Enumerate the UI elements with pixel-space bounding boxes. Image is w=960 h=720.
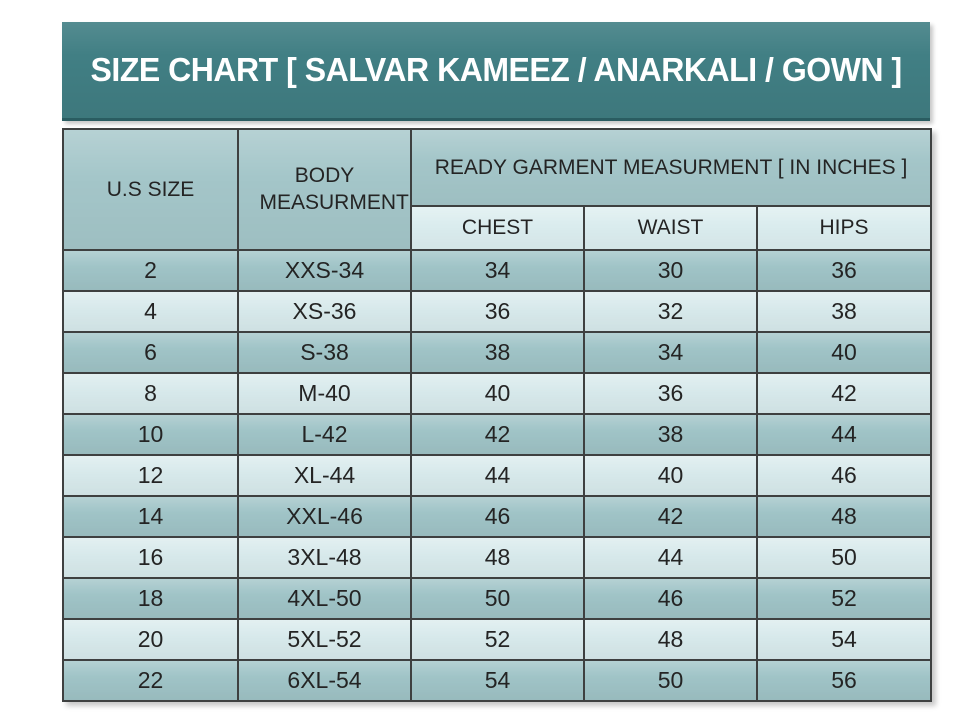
cell-hips: 36 [756,249,932,292]
col-header-ready-garment: READY GARMENT MEASURMENT [ IN INCHES ] [410,128,932,207]
table-row: 12 XL-44 44 40 46 [62,454,932,497]
cell-body-measurment: 3XL-48 [237,536,412,579]
table-row: 4 XS-36 36 32 38 [62,290,932,333]
cell-us-size: 8 [62,372,239,415]
cell-chest: 38 [410,331,585,374]
cell-chest: 46 [410,495,585,538]
table-row: 6 S-38 38 34 40 [62,331,932,374]
table-row: 20 5XL-52 52 48 54 [62,618,932,661]
cell-waist: 48 [583,618,758,661]
cell-hips: 46 [756,454,932,497]
size-chart-sheet: SIZE CHART [ SALVAR KAMEEZ / ANARKALI / … [62,22,932,702]
cell-chest: 50 [410,577,585,620]
cell-body-measurment: 5XL-52 [237,618,412,661]
cell-body-measurment: M-40 [237,372,412,415]
cell-us-size: 4 [62,290,239,333]
cell-waist: 34 [583,331,758,374]
cell-waist: 30 [583,249,758,292]
cell-hips: 44 [756,413,932,456]
cell-waist: 50 [583,659,758,702]
cell-chest: 44 [410,454,585,497]
table-row: 8 M-40 40 36 42 [62,372,932,415]
cell-body-measurment: XS-36 [237,290,412,333]
cell-us-size: 16 [62,536,239,579]
cell-waist: 44 [583,536,758,579]
cell-waist: 36 [583,372,758,415]
cell-waist: 42 [583,495,758,538]
cell-hips: 40 [756,331,932,374]
cell-us-size: 2 [62,249,239,292]
table-row: 2 XXS-34 34 30 36 [62,249,932,292]
cell-waist: 38 [583,413,758,456]
cell-body-measurment: 6XL-54 [237,659,412,702]
table-row: 16 3XL-48 48 44 50 [62,536,932,579]
size-table-body: 2 XXS-34 34 30 36 4 XS-36 36 32 38 6 S-38 38 34 40 8 M-4… [62,249,932,702]
cell-us-size: 18 [62,577,239,620]
header-row-top: U.S SIZE BODY MEASURMENT READY GARMENT M… [62,128,932,251]
col-header-chest: CHEST [410,205,585,251]
cell-chest: 40 [410,372,585,415]
cell-body-measurment: XL-44 [237,454,412,497]
cell-body-measurment: S-38 [237,331,412,374]
cell-hips: 54 [756,618,932,661]
title-bar: SIZE CHART [ SALVAR KAMEEZ / ANARKALI / … [62,22,930,121]
cell-body-measurment: L-42 [237,413,412,456]
table-row: 14 XXL-46 46 42 48 [62,495,932,538]
cell-hips: 48 [756,495,932,538]
cell-chest: 52 [410,618,585,661]
col-header-body-measurment-label: BODY MEASURMENT [259,164,409,214]
cell-hips: 50 [756,536,932,579]
cell-us-size: 22 [62,659,239,702]
cell-body-measurment: 4XL-50 [237,577,412,620]
cell-hips: 56 [756,659,932,702]
cell-hips: 38 [756,290,932,333]
cell-us-size: 14 [62,495,239,538]
col-header-body-measurment: BODY MEASURMENT [237,128,412,251]
cell-chest: 36 [410,290,585,333]
cell-chest: 34 [410,249,585,292]
cell-us-size: 20 [62,618,239,661]
cell-us-size: 12 [62,454,239,497]
table-row: 10 L-42 42 38 44 [62,413,932,456]
table-row: 22 6XL-54 54 50 56 [62,659,932,702]
cell-us-size: 10 [62,413,239,456]
cell-waist: 40 [583,454,758,497]
size-table: U.S SIZE BODY MEASURMENT READY GARMENT M… [62,128,932,702]
page-title: SIZE CHART [ SALVAR KAMEEZ / ANARKALI / … [90,51,902,88]
cell-body-measurment: XXL-46 [237,495,412,538]
header-row-sub: CHEST WAIST HIPS [63,205,932,251]
col-header-waist: WAIST [583,205,758,251]
cell-chest: 48 [410,536,585,579]
cell-hips: 52 [756,577,932,620]
cell-body-measurment: XXS-34 [237,249,412,292]
col-header-hips: HIPS [756,205,932,251]
col-header-us-size: U.S SIZE [62,128,239,251]
cell-waist: 32 [583,290,758,333]
cell-hips: 42 [756,372,932,415]
cell-us-size: 6 [62,331,239,374]
cell-chest: 54 [410,659,585,702]
table-row: 18 4XL-50 50 46 52 [62,577,932,620]
cell-chest: 42 [410,413,585,456]
cell-waist: 46 [583,577,758,620]
